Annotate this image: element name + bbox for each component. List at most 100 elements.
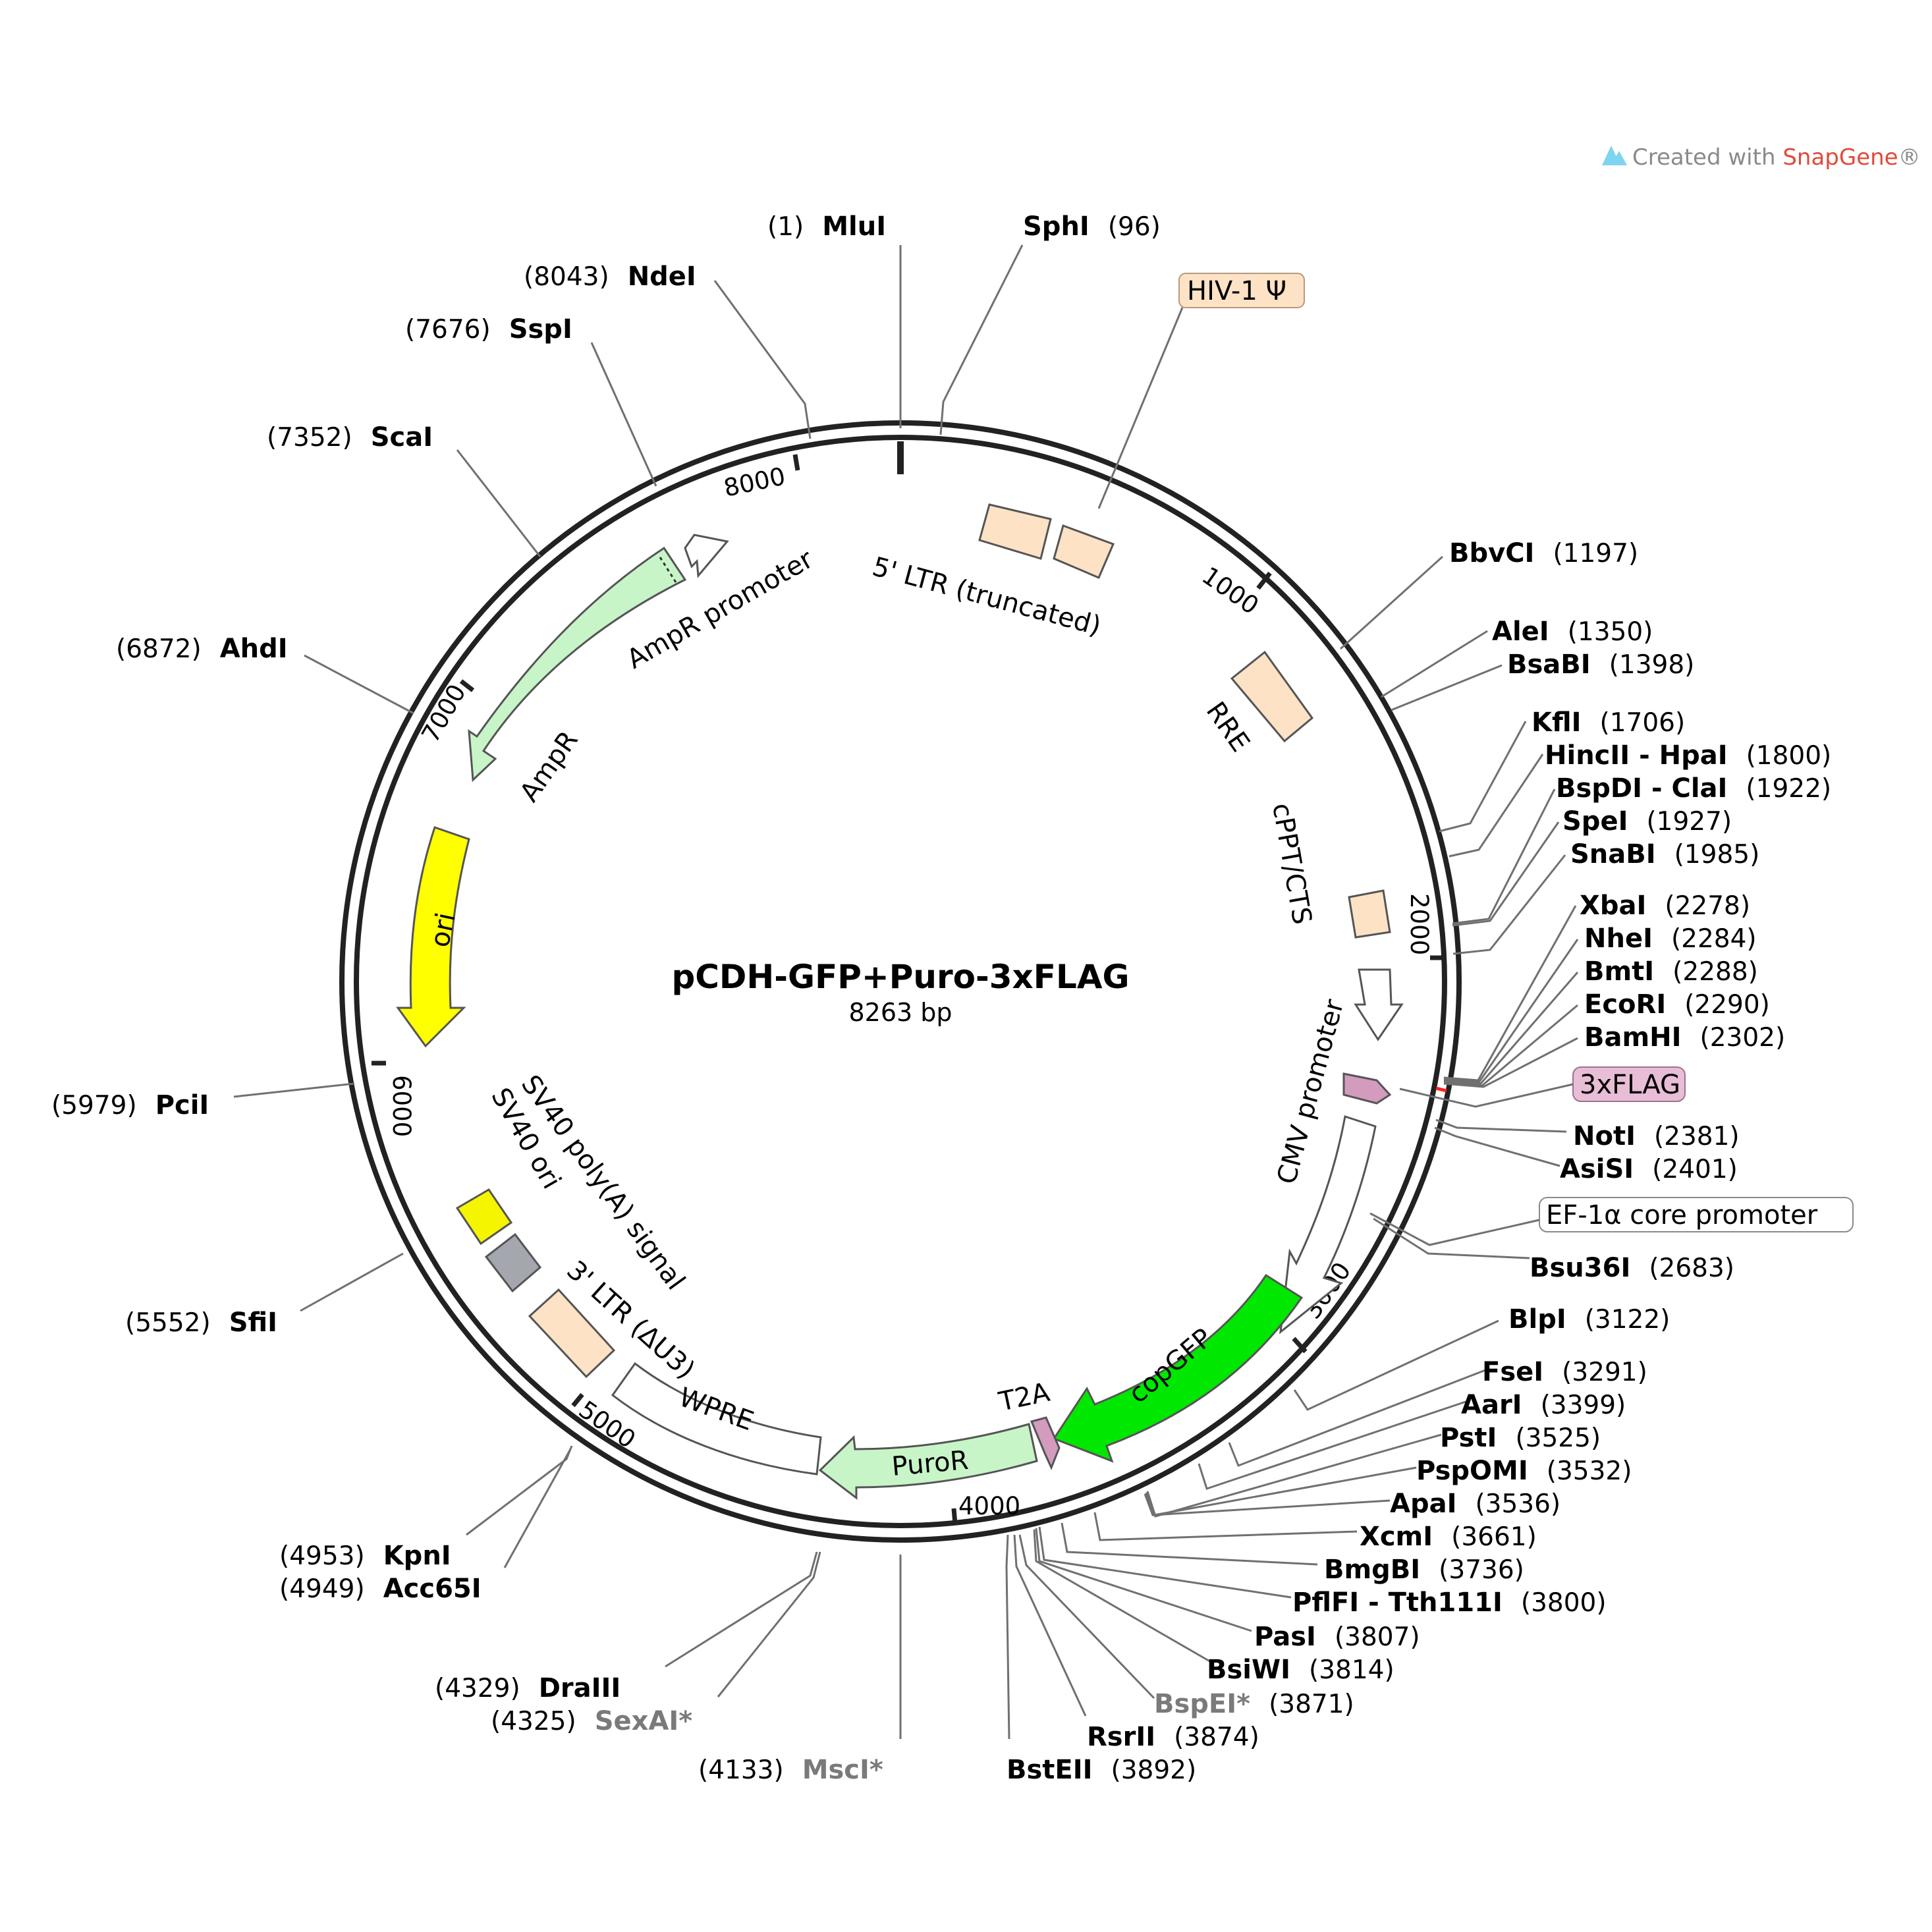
site-snabi: SnaBI (1985) — [1570, 839, 1759, 869]
feature-puror — [818, 1423, 1038, 1501]
leader-bmti — [1443, 972, 1579, 1085]
leader-bsu36i — [1373, 1217, 1530, 1259]
backbone-inner — [354, 435, 1447, 1528]
site-acc65i: (4949) Acc65I — [279, 1574, 482, 1604]
leader-draiii — [665, 1551, 818, 1668]
site-xbai: XbaI (2278) — [1580, 891, 1750, 921]
tick-mark-5000 — [571, 1393, 584, 1408]
leader-psti — [1146, 1433, 1442, 1518]
tick-label-8000: 8000 — [721, 462, 788, 503]
leader-bbvci — [1339, 555, 1444, 650]
feature-5-ltr-block-2 — [1053, 524, 1115, 579]
feature-label-ampr: AmpR — [514, 725, 584, 807]
site-sexai: (4325) SexAI* — [491, 1706, 692, 1736]
leader-spei — [1452, 821, 1560, 927]
tick-label-4000: 4000 — [958, 1492, 1020, 1520]
site-blpi: BlpI (3122) — [1508, 1304, 1670, 1335]
site-nhei: NheI (2284) — [1584, 924, 1757, 954]
leader-acc65i — [503, 1449, 572, 1568]
feature-label-cppt-cts: cPPT/CTS — [1266, 801, 1317, 927]
site-bspdi-clai: BspDI - ClaI (1922) — [1556, 773, 1831, 804]
feature-ampr-dotted — [659, 557, 677, 583]
leader-lines — [233, 244, 1579, 1740]
site-draiii: (4329) DraIII — [435, 1673, 621, 1703]
site-sphi: SphI (96) — [1023, 211, 1161, 242]
site-ahdi: (6872) AhdI — [116, 634, 288, 664]
leader-pcii — [233, 1082, 355, 1098]
site-bsu36i: Bsu36I (2683) — [1530, 1253, 1734, 1283]
feature-t2a — [1030, 1416, 1061, 1470]
snapgene-logo-icon — [1602, 146, 1627, 165]
site-bspei: BspEI* (3871) — [1154, 1689, 1354, 1719]
site-mlui: (1) MluI — [767, 211, 886, 242]
feature-label-rre: RRE — [1200, 696, 1256, 758]
tick-mark-3000 — [1292, 1337, 1308, 1354]
leader-kfli — [1439, 721, 1527, 833]
tick-mark-4000 — [951, 1508, 958, 1525]
leader-bamhi — [1443, 1037, 1578, 1088]
site-bsabi: BsaBI (1398) — [1507, 649, 1694, 680]
feature-label-ef1a: EF-1α core promoter — [1546, 1200, 1818, 1230]
site-bamhi: BamHI (2302) — [1584, 1022, 1785, 1053]
tick-mark-8000 — [792, 454, 800, 471]
site-sspi: (7676) SspI — [405, 314, 572, 345]
site-msci: (4133) MscI* — [698, 1755, 883, 1785]
site-noti: NotI (2381) — [1573, 1121, 1740, 1151]
leader-alei — [1381, 630, 1488, 698]
site-scai: (7352) ScaI — [267, 422, 433, 453]
leader-pasi — [1035, 1528, 1252, 1632]
feature-cppt-cts — [1348, 889, 1391, 939]
tick-mark-1000 — [1256, 571, 1272, 590]
leader-ef1a — [1369, 1212, 1540, 1246]
feature-label-3xflag: 3xFLAG — [1580, 1070, 1680, 1100]
site-ecori: EcoRI (2290) — [1584, 989, 1770, 1020]
leader-hincii — [1449, 754, 1544, 858]
leader-3xflag — [1399, 1083, 1574, 1108]
feature-label-t2a: T2A — [996, 1377, 1053, 1418]
site-hincii-hpai: HincII - HpaI (1800) — [1545, 740, 1831, 771]
leader-bspdi — [1452, 788, 1556, 925]
site-bsteii: BstEII (3892) — [1007, 1755, 1196, 1785]
feature-ori — [396, 826, 470, 1048]
leader-scai — [456, 449, 541, 557]
site-labels: (1) MluI SphI (96) (8043) NdeI (7676) SspI (… — [51, 211, 1831, 1785]
plasmid-name: pCDH-GFP+Puro-3xFLAG — [671, 958, 1129, 996]
plasmid-size: 8263 bp — [848, 998, 952, 1027]
leader-blpi — [1293, 1319, 1499, 1411]
leader-sexai — [717, 1551, 821, 1697]
feature-cmv-arrow-small — [1354, 968, 1404, 1041]
site-psti: PstI (3525) — [1440, 1423, 1601, 1453]
leader-bsteii — [1005, 1534, 1010, 1740]
feature-sv40-polya — [455, 1188, 513, 1246]
feature-3-ltr — [528, 1288, 616, 1379]
leader-ecori — [1443, 1004, 1578, 1087]
leader-apai — [1144, 1493, 1391, 1516]
site-bmgbi: BmgBI (3736) — [1324, 1555, 1524, 1585]
feature-box-ef1a — [1539, 1197, 1854, 1232]
features — [396, 503, 1404, 1501]
site-bsiwi: BsiWI (3814) — [1207, 1655, 1394, 1685]
site-apai: ApaI (3536) — [1390, 1489, 1560, 1519]
credit-brand: SnapGene — [1782, 144, 1898, 171]
leader-ndei — [713, 280, 812, 439]
site-spei: SpeI (1927) — [1562, 806, 1732, 837]
site-pcii: (5979) PciI — [51, 1090, 209, 1120]
leader-nhei — [1443, 939, 1579, 1083]
credit-prefix: Created with — [1632, 144, 1782, 171]
leader-bspei — [1018, 1534, 1155, 1699]
svg-text:Created with SnapGene®: Created with SnapGene® — [1632, 144, 1921, 171]
leader-xbai — [1443, 905, 1577, 1082]
leader-snabi — [1452, 854, 1566, 955]
leader-bsabi — [1391, 664, 1503, 711]
leader-pflfi — [1038, 1526, 1292, 1599]
feature-ampr-promoter — [684, 534, 729, 578]
site-pspomi: PspOMI (3532) — [1416, 1456, 1632, 1486]
site-pflfi-tth111i: PflFI - Tth111I (3800) — [1292, 1587, 1607, 1618]
leader-fsei — [1228, 1369, 1486, 1467]
leader-bmgbi — [1061, 1522, 1318, 1566]
leader-bsiwi — [1033, 1529, 1213, 1664]
site-sfii: (5552) SfiI — [125, 1308, 277, 1338]
leader-asisi — [1434, 1126, 1560, 1167]
feature-ampr — [468, 546, 687, 783]
